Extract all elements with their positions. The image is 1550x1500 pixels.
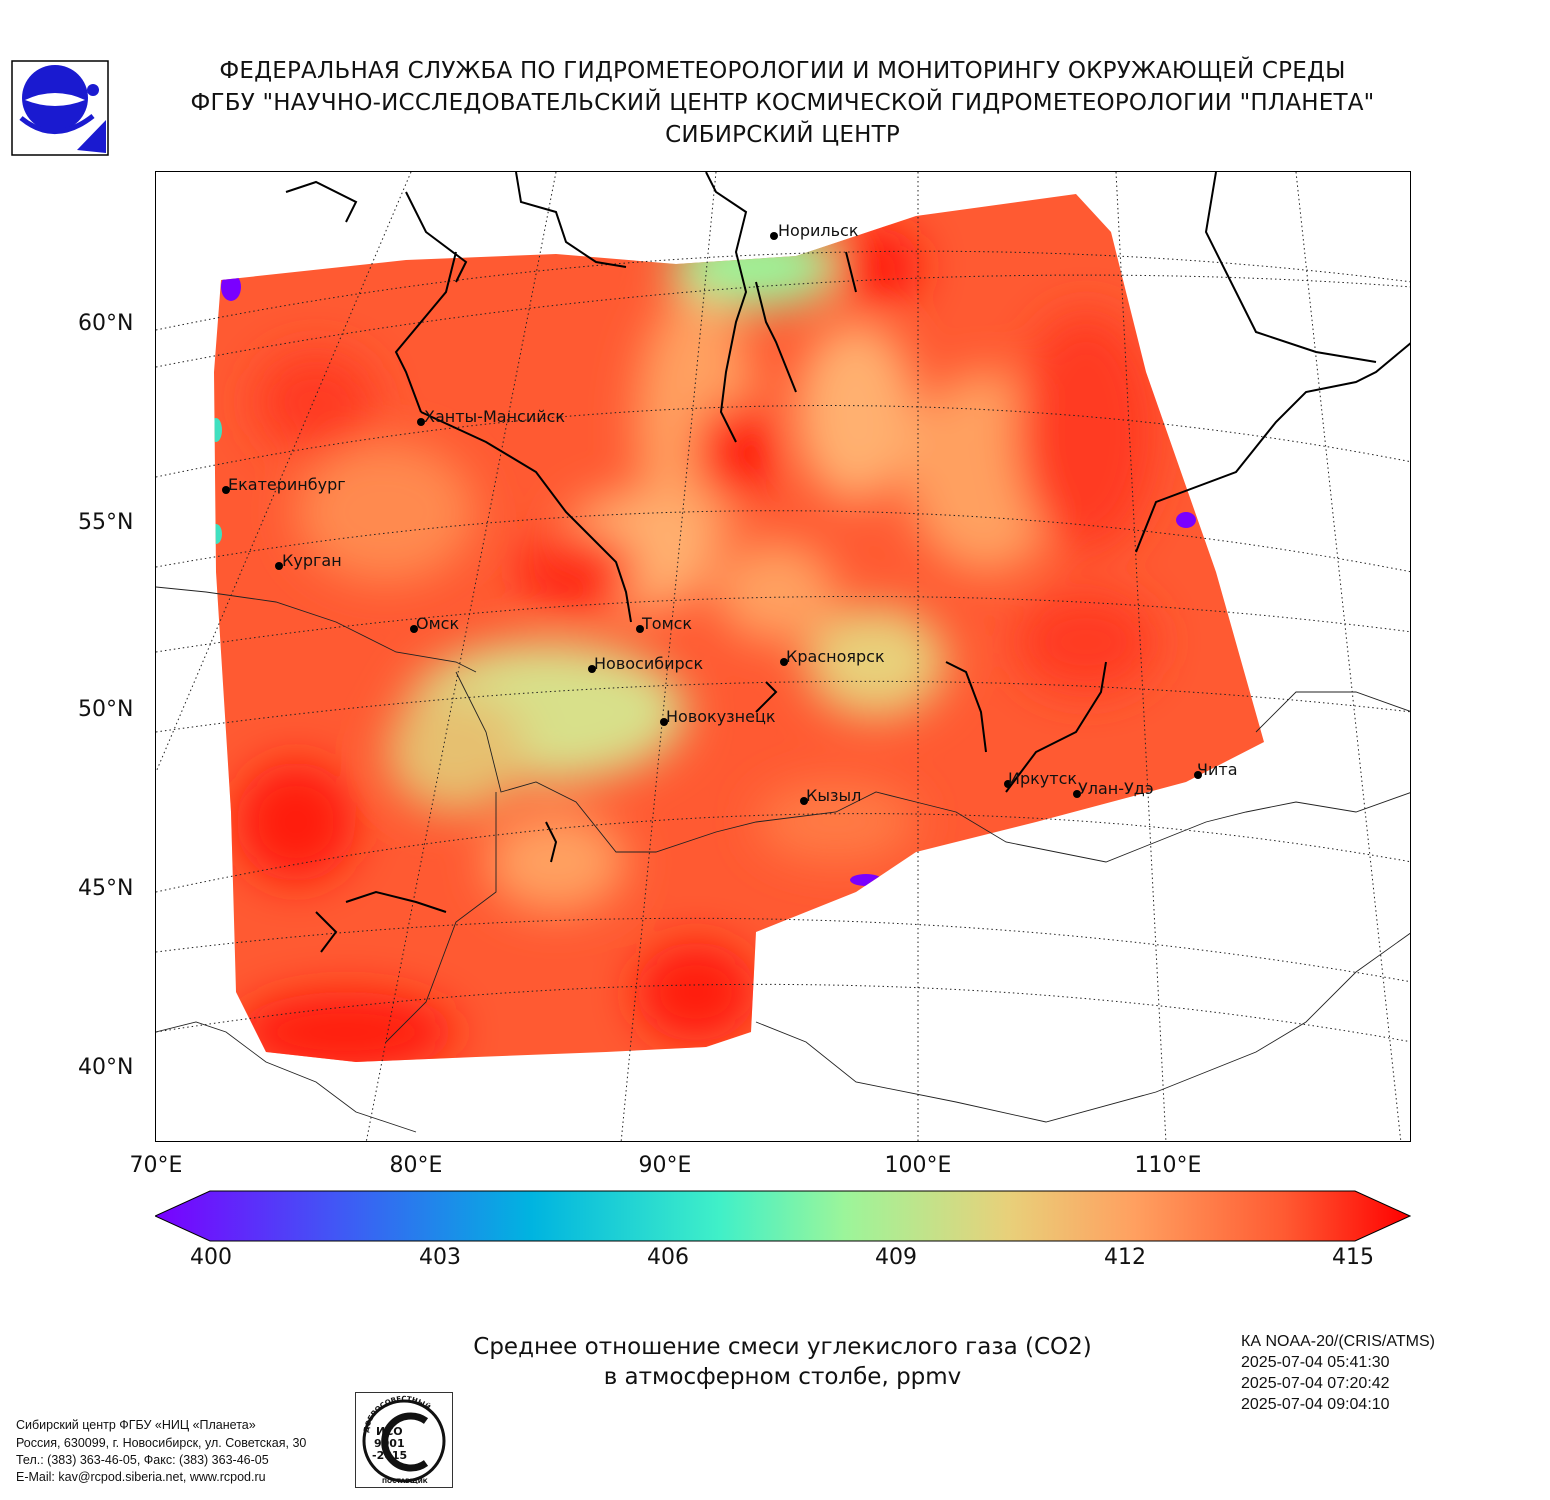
city-marker [410,625,418,633]
lat-label: 55°N [78,510,134,535]
city-label: Новокузнецк [666,707,776,726]
city-label: Иркутск [1008,769,1077,788]
footer-line: Россия, 630099, г. Новосибирск, ул. Сове… [16,1436,307,1450]
footer-line: Тел.: (383) 363-46-05, Факс: (383) 363-4… [16,1453,269,1467]
header-line-3: СИБИРСКИЙ ЦЕНТР [665,122,900,148]
co2-field [214,194,1264,1062]
caption-line-1: Среднее отношение смеси углекислого газа… [473,1334,1092,1360]
city-label: Ханты-Мансийск [424,407,565,426]
caption-line-2: в атмосферном столбе, ppmv [603,1364,962,1390]
colorbar-tick: 412 [1104,1245,1146,1270]
city-label: Кызыл [806,786,861,805]
city-label: Курган [282,551,342,570]
colorbar-tick: 403 [419,1245,461,1270]
city-marker [1194,771,1202,779]
city-markers: Норильск Ханты-Мансийск Екатеринбург Кур… [222,221,1238,805]
lat-label: 40°N [78,1055,134,1080]
lon-label: 110°E [1134,1153,1202,1178]
city-marker [588,665,596,673]
colorbar-tick: 400 [190,1245,232,1270]
iso-line2: 9001 [374,1437,405,1450]
city-label: Норильск [778,221,859,240]
lat-label: 50°N [78,697,134,722]
co2-map: Норильск Ханты-Мансийск Екатеринбург Кур… [155,171,1411,1142]
coastlines-rivers [285,172,1410,953]
iso-bottom-text: ПОСТАВЩИК [382,1478,428,1485]
header-line-1: ФЕДЕРАЛЬНАЯ СЛУЖБА ПО ГИДРОМЕТЕОРОЛОГИИ … [219,58,1346,84]
city-marker [800,797,808,805]
city-marker [222,486,230,494]
city-label: Улан-Удэ [1078,779,1154,798]
lon-label: 80°E [389,1153,443,1178]
city-label: Чита [1197,760,1238,779]
colorbar-tick: 415 [1332,1245,1374,1270]
city-label: Екатеринбург [228,475,346,494]
city-label: Омск [416,614,459,633]
city-marker [1073,790,1081,798]
lon-label: 90°E [638,1153,692,1178]
city-marker [660,718,668,726]
lat-label: 60°N [78,311,134,336]
lat-label: 45°N [78,876,134,901]
city-marker [780,658,788,666]
map-canvas: Норильск Ханты-Мансийск Екатеринбург Кур… [156,172,1410,1141]
satellite-name: КА NOAA-20/(CRIS/ATMS) [1241,1333,1435,1350]
lon-label: 70°E [129,1153,183,1178]
lon-label: 100°E [884,1153,952,1178]
satellite-time: 2025-07-04 07:20:42 [1241,1375,1390,1392]
colorbar [153,1190,1412,1242]
footer-line: Сибирский центр ФГБУ «НИЦ «Планета» [16,1418,256,1432]
city-label: Красноярск [786,647,885,666]
header-line-2: ФГБУ "НАУЧНО-ИССЛЕДОВАТЕЛЬСКИЙ ЦЕНТР КОС… [190,90,1375,116]
footer-line: E-Mail: kav@rcpod.siberia.net, www.rcpod… [16,1470,266,1484]
country-borders [156,586,1410,1133]
graticule [156,172,1410,1141]
colorbar-tick: 409 [875,1245,917,1270]
city-marker [1004,780,1012,788]
city-marker [275,562,283,570]
iso-9001-badge-icon: ДОБРОСОВЕСТНЫЙ ИСО 9001 -2015 ПОСТАВЩИК [355,1392,453,1488]
satellite-time: 2025-07-04 05:41:30 [1241,1354,1390,1371]
colorbar-tick: 406 [647,1245,689,1270]
roshydromet-logo-icon [11,60,109,156]
iso-line3: -2015 [372,1449,407,1462]
city-marker [636,625,644,633]
city-label: Новосибирск [594,654,703,673]
satellite-time: 2025-07-04 09:04:10 [1241,1396,1390,1413]
iso-line1: ИСО [376,1425,403,1438]
city-label: Томск [641,614,692,633]
city-marker [770,232,778,240]
city-marker [417,418,425,426]
